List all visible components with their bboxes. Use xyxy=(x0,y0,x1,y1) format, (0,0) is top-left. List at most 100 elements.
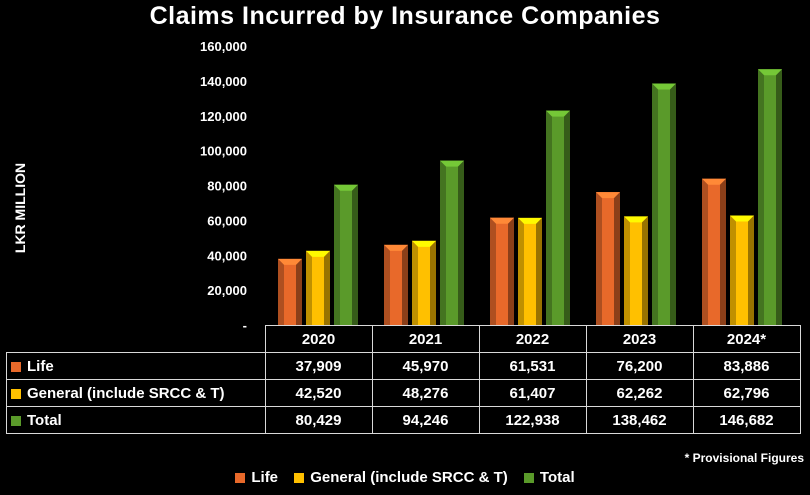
bar-left-bevel xyxy=(546,110,552,325)
table-row-general: General (include SRCC & T) 42,520 48,276… xyxy=(6,379,801,407)
table-row-total: Total 80,429 94,246 122,938 138,462 146,… xyxy=(6,406,801,434)
y-tick-label: 40,000 xyxy=(207,248,247,263)
bar-right-bevel xyxy=(458,160,464,325)
table-cell: 45,970 xyxy=(371,352,480,380)
bar-top-bevel xyxy=(412,240,436,247)
bar-right-bevel xyxy=(720,178,726,325)
bar-left-bevel xyxy=(596,192,602,325)
bar-top-bevel xyxy=(652,83,676,90)
bar-top-bevel xyxy=(518,217,542,224)
bar-right-bevel xyxy=(614,192,620,325)
total-swatch-icon xyxy=(11,415,21,426)
bar-left-bevel xyxy=(624,216,630,325)
bar-left-bevel xyxy=(652,83,658,325)
bar-right-bevel xyxy=(508,217,514,325)
legend-swatch-icon xyxy=(235,473,246,483)
table-header-row: 2020 2021 2022 2023 2024* xyxy=(7,325,801,353)
table-col-header: 2021 xyxy=(371,325,480,353)
provisional-note: * Provisional Figures xyxy=(684,451,804,465)
bar-top-bevel xyxy=(306,250,330,257)
table-cell: 37,909 xyxy=(264,352,373,380)
table-cell: 94,246 xyxy=(371,406,480,434)
legend-item-total: Total xyxy=(523,469,575,486)
table-cell: 83,886 xyxy=(692,352,801,380)
bar-right-bevel xyxy=(776,69,782,325)
bar-left-bevel xyxy=(518,217,524,325)
bar-right-bevel xyxy=(296,258,302,325)
bar-top-bevel xyxy=(440,160,464,167)
table-row-header: Total xyxy=(6,406,266,434)
table-cell: 61,407 xyxy=(478,379,587,407)
bar-left-bevel xyxy=(490,217,496,325)
table-col-header: 2022 xyxy=(478,325,587,353)
chart-title: Claims Incurred by Insurance Companies xyxy=(149,2,661,30)
table-col-header: 2024* xyxy=(692,325,801,353)
table-row-life: Life 37,909 45,970 61,531 76,200 83,886 xyxy=(6,352,801,380)
bar-right-bevel xyxy=(670,83,676,325)
table-row-header: General (include SRCC & T) xyxy=(6,379,266,407)
legend-swatch-icon xyxy=(294,473,305,483)
y-tick-label: 80,000 xyxy=(207,179,247,194)
y-tick-label: 140,000 xyxy=(200,74,247,89)
bar-right-bevel xyxy=(324,250,330,325)
legend-swatch-icon xyxy=(523,473,534,483)
table-cell: 122,938 xyxy=(478,406,587,434)
bar-top-bevel xyxy=(384,244,408,251)
bar-top-bevel xyxy=(730,215,754,222)
bar-top-bevel xyxy=(334,184,358,191)
y-tick-label: 20,000 xyxy=(207,283,247,298)
bar-right-bevel xyxy=(536,217,542,325)
bar-top-bevel xyxy=(278,258,302,265)
legend-label: General (include SRCC & T) xyxy=(310,469,508,486)
y-tick-label: 100,000 xyxy=(200,144,247,159)
legend-item-general: General (include SRCC & T) xyxy=(294,469,508,486)
table-cell: 61,531 xyxy=(478,352,587,380)
table-corner xyxy=(7,326,266,353)
bar-right-bevel xyxy=(352,184,358,325)
table-cell: 62,262 xyxy=(585,379,694,407)
y-tick-label: 120,000 xyxy=(200,109,247,124)
bar-left-bevel xyxy=(278,258,284,325)
bar-top-bevel xyxy=(546,110,570,117)
bar-left-bevel xyxy=(440,160,446,325)
table-cell: 42,520 xyxy=(264,379,373,407)
row-label: Life xyxy=(27,357,54,375)
life-swatch-icon xyxy=(11,361,21,372)
table-cell: 138,462 xyxy=(585,406,694,434)
bar-top-bevel xyxy=(702,178,726,185)
data-table: 2020 2021 2022 2023 2024* Life 37,909 45… xyxy=(6,325,801,434)
y-tick-label: 160,000 xyxy=(200,39,247,54)
legend-label: Total xyxy=(539,469,575,486)
legend-label: Life xyxy=(251,469,279,486)
bar-top-bevel xyxy=(624,216,648,223)
bar-right-bevel xyxy=(564,110,570,325)
table-row-header: Life xyxy=(6,352,266,380)
legend-item-life: Life xyxy=(235,469,278,486)
table-cell: 146,682 xyxy=(692,406,801,434)
row-label: Total xyxy=(27,411,62,429)
chart-legend: Life General (include SRCC & T) Total xyxy=(0,469,810,486)
bar-right-bevel xyxy=(430,240,436,325)
table-cell: 48,276 xyxy=(371,379,480,407)
bar-left-bevel xyxy=(730,215,736,325)
bar-right-bevel xyxy=(642,216,648,325)
table-col-header: 2020 xyxy=(264,325,373,353)
y-tick-label: - xyxy=(243,318,247,330)
table-cell: 76,200 xyxy=(585,352,694,380)
bar-right-bevel xyxy=(748,215,754,325)
bar-left-bevel xyxy=(702,178,708,325)
bar-left-bevel xyxy=(334,184,340,325)
bar-left-bevel xyxy=(412,240,418,325)
table-cell: 62,796 xyxy=(692,379,801,407)
bar-left-bevel xyxy=(758,69,764,325)
bar-left-bevel xyxy=(384,244,390,325)
general-swatch-icon xyxy=(11,388,21,399)
table-col-header: 2023 xyxy=(585,325,694,353)
y-tick-label: 60,000 xyxy=(207,213,247,228)
bar-top-bevel xyxy=(758,69,782,76)
bar-top-bevel xyxy=(596,192,620,199)
bar-chart: - 20,000 40,000 60,000 80,000 100,000 120,000 1… xyxy=(200,39,782,330)
row-label: General (include SRCC & T) xyxy=(27,384,225,402)
bar-top-bevel xyxy=(490,217,514,224)
bar-right-bevel xyxy=(402,244,408,325)
